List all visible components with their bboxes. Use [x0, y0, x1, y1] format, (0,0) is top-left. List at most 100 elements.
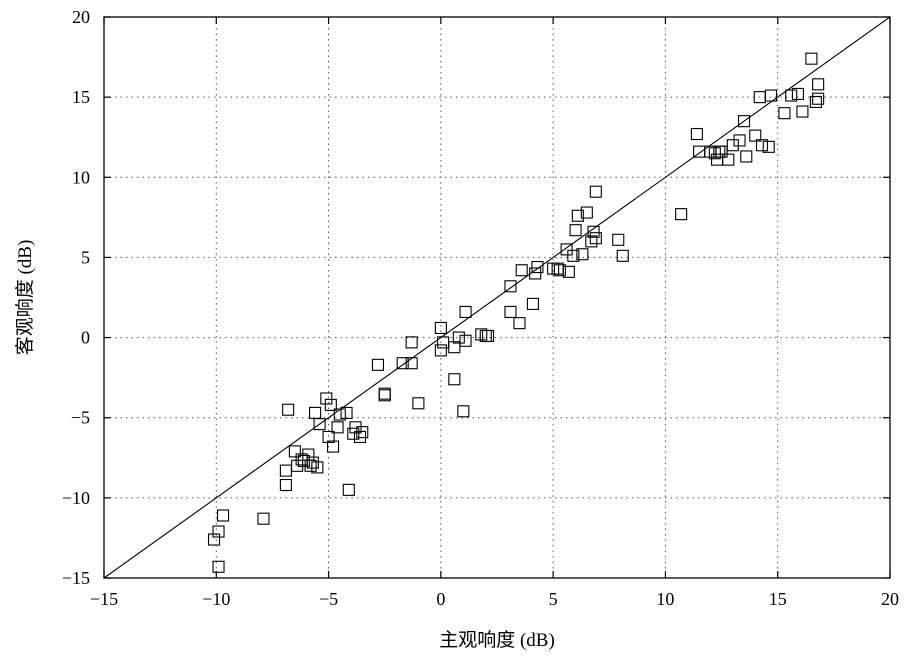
data-point-square — [331, 421, 344, 434]
data-point-square — [567, 249, 580, 262]
data-point-square — [531, 260, 544, 274]
y-tick-label: 5 — [81, 247, 90, 267]
data-point-square — [805, 52, 818, 65]
x-tick-label: 10 — [656, 589, 674, 609]
data-point-square — [257, 512, 270, 525]
data-point-square — [585, 235, 598, 248]
x-axis-label: 主观响度 (dB) — [439, 629, 555, 651]
data-point-square — [504, 305, 517, 318]
data-point-square — [340, 406, 353, 419]
data-point-square — [304, 459, 317, 472]
data-point-square — [569, 224, 582, 237]
data-point-square — [722, 153, 735, 166]
data-point-square — [347, 427, 360, 440]
data-point-square — [785, 89, 798, 102]
data-point-square — [576, 248, 589, 261]
axis-ticks — [103, 16, 891, 579]
data-point-square — [371, 358, 385, 371]
data-point-square — [796, 105, 809, 118]
data-point-square — [405, 336, 418, 349]
x-tick-label: 15 — [769, 589, 787, 609]
data-point-square — [612, 233, 625, 246]
y-axis-label: 客观响度 (dB) — [14, 240, 36, 356]
data-point-square — [737, 115, 751, 128]
y-tick-label: −15 — [62, 568, 90, 588]
data-point-square — [529, 267, 542, 280]
data-point-square — [675, 208, 688, 221]
data-point-square — [589, 185, 602, 198]
data-point-square — [279, 464, 292, 477]
data-point-square — [405, 357, 418, 370]
y-tick-label: 15 — [72, 87, 90, 107]
data-point-square — [291, 459, 304, 472]
data-point-square — [778, 107, 791, 120]
data-point-square — [475, 328, 488, 341]
y-tick-label: −5 — [71, 408, 90, 428]
y-tick-labels: −15 −10 −5 0 5 10 15 20 — [62, 7, 90, 588]
data-point-square — [589, 232, 602, 245]
data-point-square — [452, 331, 465, 344]
y-tick-label: 10 — [72, 167, 90, 187]
data-point-square — [812, 78, 825, 91]
data-point-square — [302, 448, 315, 461]
data-point-square — [749, 129, 762, 142]
data-point-square — [216, 509, 230, 522]
data-point-square — [279, 478, 292, 492]
data-point-square — [353, 430, 367, 443]
x-tick-label: 0 — [436, 589, 445, 609]
data-point-square — [459, 334, 472, 347]
data-point-square — [349, 421, 362, 434]
data-point-square — [320, 392, 333, 405]
data-point-square — [616, 249, 629, 262]
data-point-square — [434, 344, 447, 357]
data-point-square — [306, 456, 319, 469]
data-point-square — [342, 483, 355, 496]
data-point-square — [762, 140, 775, 153]
data-point-square — [313, 418, 326, 431]
data-point-square — [526, 297, 539, 310]
data-point-square — [571, 209, 584, 222]
data-point-square — [378, 389, 391, 402]
data-point-square — [755, 139, 769, 152]
data-point-square — [809, 95, 822, 109]
data-point-square — [412, 397, 425, 410]
data-point-square — [282, 403, 295, 416]
plot-frame — [103, 16, 891, 579]
data-point-square — [690, 127, 703, 141]
y-tick-label: 20 — [72, 7, 90, 27]
data-point-square — [448, 341, 461, 354]
data-point-square — [562, 265, 575, 278]
data-point-square — [481, 329, 495, 343]
data-point-square — [812, 92, 825, 105]
data-point-square — [459, 305, 472, 318]
x-tick-labels: −15 −10 −5 0 5 10 15 20 — [90, 589, 899, 609]
data-point-square — [764, 89, 778, 102]
data-point-square — [288, 445, 301, 458]
data-point-square — [711, 153, 724, 166]
data-point-square — [448, 373, 461, 386]
data-point-square — [733, 134, 746, 147]
data-point-square — [212, 560, 225, 573]
data-point-square — [212, 525, 225, 538]
data-point-square — [580, 206, 593, 219]
data-point-square — [322, 430, 335, 443]
data-point-square — [504, 280, 517, 293]
data-point-square — [396, 357, 409, 370]
reference-line-y-equals-x — [103, 16, 891, 579]
data-points — [207, 52, 825, 573]
x-tick-label: −15 — [90, 589, 118, 609]
data-point-square — [327, 440, 340, 453]
data-point-square — [515, 264, 528, 277]
x-tick-label: −5 — [319, 589, 338, 609]
data-point-square — [560, 243, 573, 256]
data-point-square — [457, 405, 470, 418]
data-point-square — [356, 426, 369, 439]
x-tick-label: −10 — [202, 589, 230, 609]
x-tick-label: 20 — [881, 589, 899, 609]
data-point-square — [333, 408, 346, 421]
data-point-square — [513, 317, 526, 330]
data-point-square — [309, 406, 322, 419]
data-point-square — [297, 454, 310, 468]
x-tick-label: 5 — [549, 589, 558, 609]
